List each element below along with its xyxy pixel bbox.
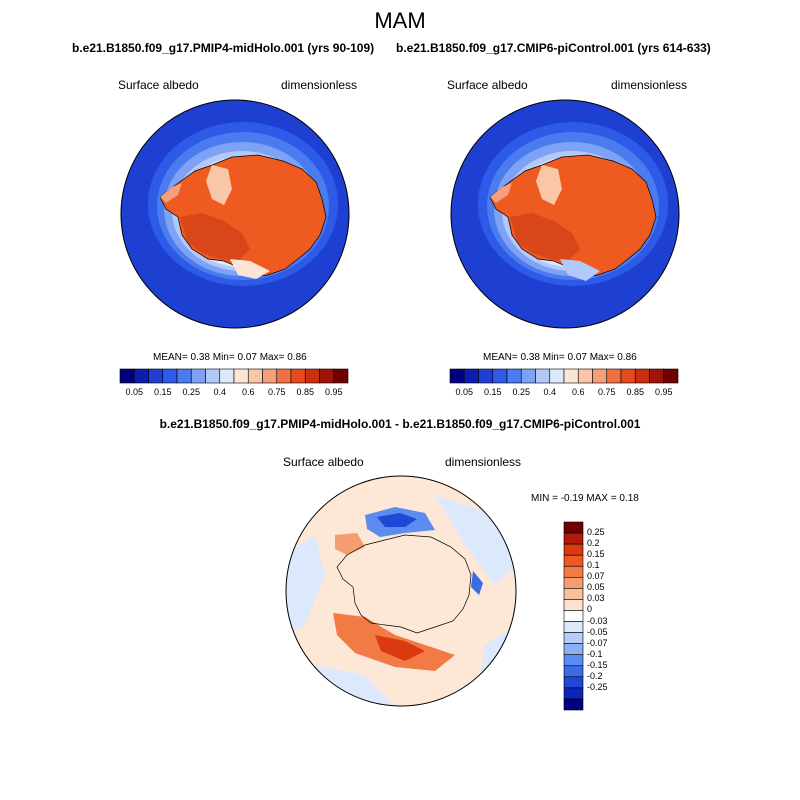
colorbar-swatch (549, 368, 565, 384)
colorbar-swatch (463, 368, 479, 384)
colorbar-tick-label: 0.6 (241, 387, 255, 397)
right-stats: MEAN= 0.38 Min= 0.07 Max= 0.86 (483, 352, 637, 363)
colorbar-swatch (290, 368, 306, 384)
colorbar-tick-label: 0.4 (213, 387, 226, 397)
left-colorbar (119, 368, 349, 384)
right-variable-label: Surface albedo (447, 78, 528, 92)
colorbar-swatch (535, 368, 551, 384)
colorbar-swatch (276, 368, 292, 384)
colorbar-swatch (563, 532, 584, 545)
colorbar-tick-label: 0 (587, 604, 593, 615)
colorbar-swatch (333, 368, 349, 384)
left-panel-title: b.e21.B1850.f09_g17.PMIP4-midHolo.001 (y… (72, 41, 375, 55)
colorbar-swatch (449, 368, 465, 384)
colorbar-swatch (563, 687, 584, 700)
colorbar-swatch (233, 368, 249, 384)
colorbar-tick-label: -0.2 (587, 670, 603, 681)
colorbar-swatch (563, 565, 584, 578)
colorbar-swatch (563, 621, 584, 633)
colorbar-swatch (592, 368, 608, 384)
left-variable-label: Surface albedo (118, 78, 199, 92)
colorbar-tick-label: 0.75 (597, 387, 616, 397)
colorbar-swatch (663, 368, 679, 384)
colorbar-swatch (520, 368, 536, 384)
colorbar-swatch (563, 643, 584, 656)
colorbar-tick-label: 0.2 (587, 538, 600, 549)
colorbar-tick-label: 0.25 (512, 387, 531, 397)
colorbar-tick-label: 0.25 (587, 527, 605, 538)
colorbar-tick-label: 0.4 (543, 387, 556, 397)
colorbar-swatch (506, 368, 522, 384)
colorbar-tick-label: 0.85 (296, 387, 315, 397)
colorbar-tick-label: 0.03 (587, 593, 605, 604)
colorbar-swatch (649, 368, 665, 384)
colorbar-swatch (262, 368, 278, 384)
colorbar-swatch (563, 698, 584, 711)
colorbar-swatch (563, 588, 584, 600)
colorbar-swatch (563, 368, 579, 384)
season-title: MAM (374, 8, 426, 33)
colorbar-swatch (563, 665, 584, 678)
colorbar-tick-label: 0.15 (153, 387, 172, 397)
colorbar-swatch (563, 610, 584, 622)
colorbar-swatch (304, 368, 320, 384)
colorbar-tick-label: 0.15 (483, 387, 502, 397)
colorbar-swatch (190, 368, 206, 384)
colorbar-tick-label: -0.1 (587, 648, 603, 659)
colorbar-swatch (563, 654, 584, 667)
colorbar-tick-label: 0.05 (587, 582, 605, 593)
diff-stats: MIN = -0.19 MAX = 0.18 (531, 493, 639, 504)
colorbar-swatch (563, 632, 584, 644)
colorbar-swatch (620, 368, 636, 384)
colorbar-swatch (563, 543, 584, 556)
colorbar-swatch (563, 521, 584, 534)
colorbar-swatch (205, 368, 221, 384)
colorbar-swatch (492, 368, 508, 384)
colorbar-tick-label: -0.15 (587, 659, 608, 670)
colorbar-swatch (247, 368, 263, 384)
colorbar-swatch (563, 599, 584, 611)
colorbar-swatch (162, 368, 178, 384)
colorbar-tick-label: 0.15 (587, 549, 605, 560)
colorbar-tick-label: 0.6 (571, 387, 585, 397)
colorbar-swatch (148, 368, 164, 384)
colorbar-tick-label: 0.07 (587, 571, 605, 582)
colorbar-swatch (133, 368, 149, 384)
colorbar-swatch (563, 576, 584, 589)
colorbar-swatch (478, 368, 494, 384)
right-albedo-map (450, 99, 680, 329)
colorbar-tick-label: 0.25 (182, 387, 201, 397)
colorbar-tick-label: -0.05 (587, 626, 608, 637)
colorbar-tick-label: 0.95 (654, 387, 673, 397)
colorbar-tick-label: 0.95 (324, 387, 343, 397)
colorbar-tick-label: -0.03 (587, 615, 608, 626)
colorbar-tick-label: 0.75 (267, 387, 286, 397)
difference-title: b.e21.B1850.f09_g17.PMIP4-midHolo.001 - … (159, 417, 641, 431)
colorbar-swatch (563, 676, 584, 689)
colorbar-swatch (119, 368, 135, 384)
colorbar-swatch (634, 368, 650, 384)
colorbar-tick-label: -0.25 (587, 681, 608, 692)
difference-map (285, 475, 517, 707)
colorbar-swatch (176, 368, 192, 384)
right-colorbar (449, 368, 679, 384)
colorbar-swatch (219, 368, 235, 384)
colorbar-swatch (319, 368, 335, 384)
right-panel-title: b.e21.B1850.f09_g17.CMIP6-piControl.001 … (396, 41, 711, 55)
right-units-label: dimensionless (611, 78, 688, 92)
left-units-label: dimensionless (281, 78, 358, 92)
diff-units-label: dimensionless (445, 455, 522, 469)
colorbar-tick-label: 0.1 (587, 560, 600, 571)
colorbar-tick-label: 0.05 (455, 387, 474, 397)
colorbar-tick-label: 0.85 (626, 387, 645, 397)
colorbar-tick-label: -0.07 (587, 637, 608, 648)
colorbar-tick-label: 0.05 (125, 387, 144, 397)
colorbar-swatch (606, 368, 622, 384)
colorbar-swatch (563, 554, 584, 567)
colorbar-swatch (577, 368, 593, 384)
left-stats: MEAN= 0.38 Min= 0.07 Max= 0.86 (153, 352, 307, 363)
left-albedo-map (120, 99, 350, 329)
diff-variable-label: Surface albedo (283, 455, 364, 469)
difference-colorbar (563, 521, 584, 711)
